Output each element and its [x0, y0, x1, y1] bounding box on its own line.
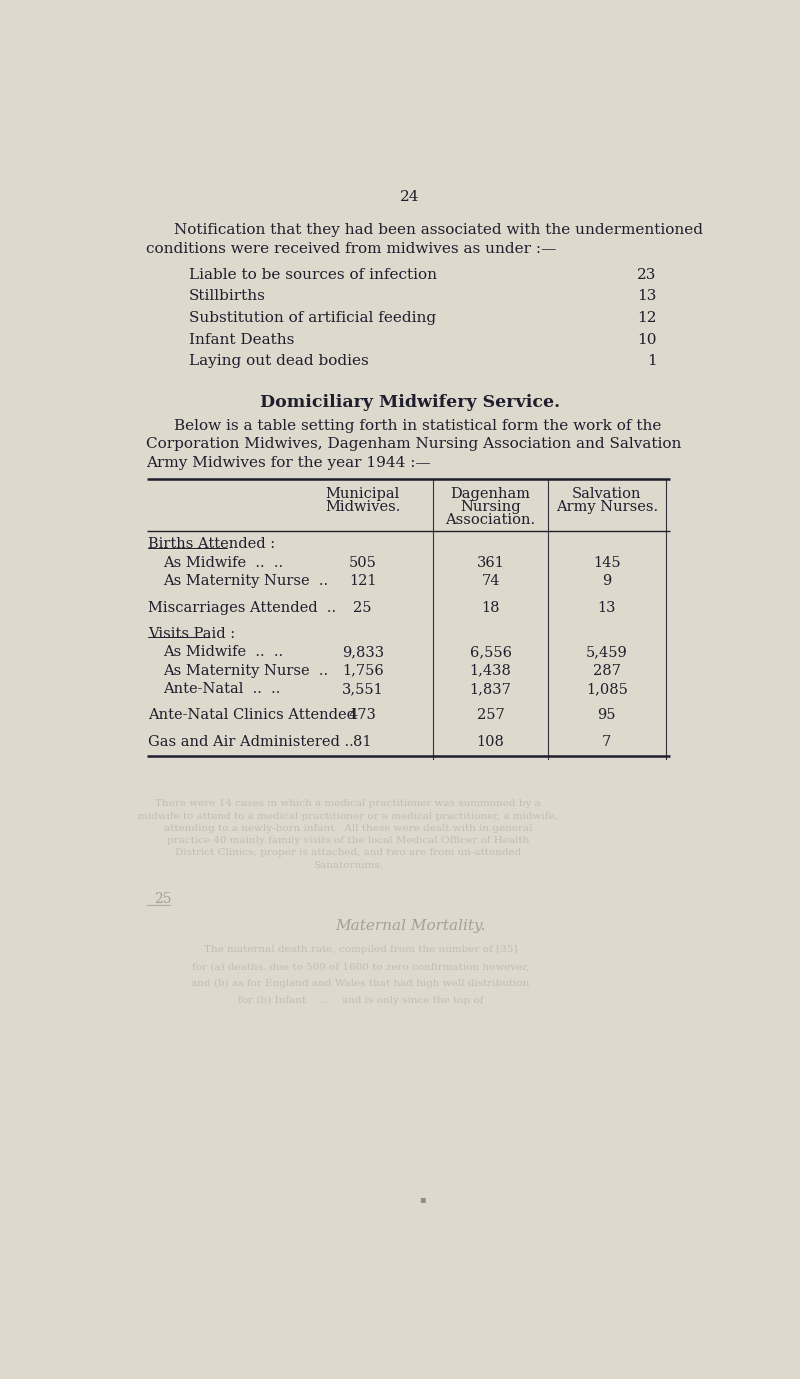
- Text: Nursing: Nursing: [460, 499, 521, 513]
- Text: Maternal Mortality.: Maternal Mortality.: [334, 918, 486, 932]
- Text: As Midwife  ..  ..: As Midwife .. ..: [163, 645, 284, 659]
- Text: Substitution of artificial feeding: Substitution of artificial feeding: [189, 312, 436, 325]
- Text: 361: 361: [477, 556, 505, 570]
- Text: 25: 25: [154, 892, 172, 906]
- Text: Liable to be sources of infection: Liable to be sources of infection: [189, 268, 437, 281]
- Text: 505: 505: [349, 556, 377, 570]
- Text: Corporation Midwives, Dagenham Nursing Association and Salvation: Corporation Midwives, Dagenham Nursing A…: [146, 437, 682, 451]
- Text: 108: 108: [477, 735, 505, 749]
- Text: attending to a newly-born infant.  All these were dealt with in general: attending to a newly-born infant. All th…: [164, 823, 532, 833]
- Text: 473: 473: [349, 709, 377, 723]
- Text: Midwives.: Midwives.: [325, 499, 401, 513]
- Text: Infant Deaths: Infant Deaths: [189, 332, 294, 346]
- Text: and (b) as for England and Wales that had high well distribution: and (b) as for England and Wales that ha…: [191, 979, 530, 989]
- Text: practice 40 mainly family visits of the local Medical Officer of Health: practice 40 mainly family visits of the …: [167, 836, 529, 845]
- Text: Ante-Natal  ..  ..: Ante-Natal .. ..: [163, 683, 281, 696]
- Text: midwife to attend to a medical practitioner or a medical practitioner, a midwife: midwife to attend to a medical practitio…: [138, 811, 558, 821]
- Text: Dagenham: Dagenham: [450, 487, 530, 501]
- Text: Stillbirths: Stillbirths: [189, 290, 266, 303]
- Text: Miscarriages Attended  ..: Miscarriages Attended ..: [148, 600, 336, 615]
- Text: 9: 9: [602, 574, 611, 589]
- Text: Salvation: Salvation: [572, 487, 642, 501]
- Text: Army Midwives for the year 1944 :—: Army Midwives for the year 1944 :—: [146, 456, 431, 470]
- Text: 7: 7: [602, 735, 611, 749]
- Text: 95: 95: [598, 709, 616, 723]
- Text: 18: 18: [482, 600, 500, 615]
- Text: As Maternity Nurse  ..: As Maternity Nurse ..: [163, 663, 329, 677]
- Text: As Maternity Nurse  ..: As Maternity Nurse ..: [163, 574, 329, 589]
- Text: 5,459: 5,459: [586, 645, 628, 659]
- Text: 13: 13: [637, 290, 657, 303]
- Text: 10: 10: [637, 332, 657, 346]
- Text: As Midwife  ..  ..: As Midwife .. ..: [163, 556, 284, 570]
- Text: 81: 81: [354, 735, 372, 749]
- Text: 1,756: 1,756: [342, 663, 384, 677]
- Text: 287: 287: [593, 663, 621, 677]
- Text: Sanatoriums.: Sanatoriums.: [313, 860, 383, 870]
- Text: Domiciliary Midwifery Service.: Domiciliary Midwifery Service.: [260, 394, 560, 411]
- Text: 121: 121: [349, 574, 377, 589]
- Text: 145: 145: [593, 556, 621, 570]
- Text: Ante-Natal Clinics Attended: Ante-Natal Clinics Attended: [148, 709, 356, 723]
- Text: 9,833: 9,833: [342, 645, 384, 659]
- Text: 1,438: 1,438: [470, 663, 511, 677]
- Text: Association.: Association.: [446, 513, 536, 527]
- Text: 257: 257: [477, 709, 505, 723]
- Text: for (b) Infant    ...    and is only since the top of: for (b) Infant ... and is only since the…: [238, 996, 483, 1005]
- Text: Army Nurses.: Army Nurses.: [556, 499, 658, 513]
- Text: conditions were received from midwives as under :—: conditions were received from midwives a…: [146, 241, 557, 255]
- Text: 13: 13: [598, 600, 616, 615]
- Text: 12: 12: [637, 312, 657, 325]
- Text: Births Attended :: Births Attended :: [148, 538, 275, 552]
- Text: 24: 24: [400, 190, 420, 204]
- Text: Notification that they had been associated with the undermentioned: Notification that they had been associat…: [174, 223, 702, 237]
- Text: Below is a table setting forth in statistical form the work of the: Below is a table setting forth in statis…: [174, 419, 661, 433]
- Text: 6,556: 6,556: [470, 645, 512, 659]
- Text: Municipal: Municipal: [326, 487, 400, 501]
- Text: ▪: ▪: [419, 1194, 426, 1204]
- Text: There were 14 cases in which a medical practitioner was summoned by a: There were 14 cases in which a medical p…: [155, 800, 541, 808]
- Text: 23: 23: [637, 268, 657, 281]
- Text: 1,085: 1,085: [586, 683, 628, 696]
- Text: 1,837: 1,837: [470, 683, 511, 696]
- Text: 74: 74: [482, 574, 500, 589]
- Text: for (a) deaths. due to 509 of 1600 to zero confirmation however,: for (a) deaths. due to 509 of 1600 to ze…: [192, 963, 529, 971]
- Text: Gas and Air Administered ..: Gas and Air Administered ..: [148, 735, 354, 749]
- Text: 3,551: 3,551: [342, 683, 384, 696]
- Text: District Clinics; proper is attached, and two are from un-attended: District Clinics; proper is attached, an…: [175, 848, 521, 858]
- Text: The maternal death rate, compiled from the number of [35]: The maternal death rate, compiled from t…: [204, 946, 517, 954]
- Text: 25: 25: [354, 600, 372, 615]
- Text: 1: 1: [646, 354, 657, 368]
- Text: Visits Paid :: Visits Paid :: [148, 626, 235, 641]
- Text: Laying out dead bodies: Laying out dead bodies: [189, 354, 369, 368]
